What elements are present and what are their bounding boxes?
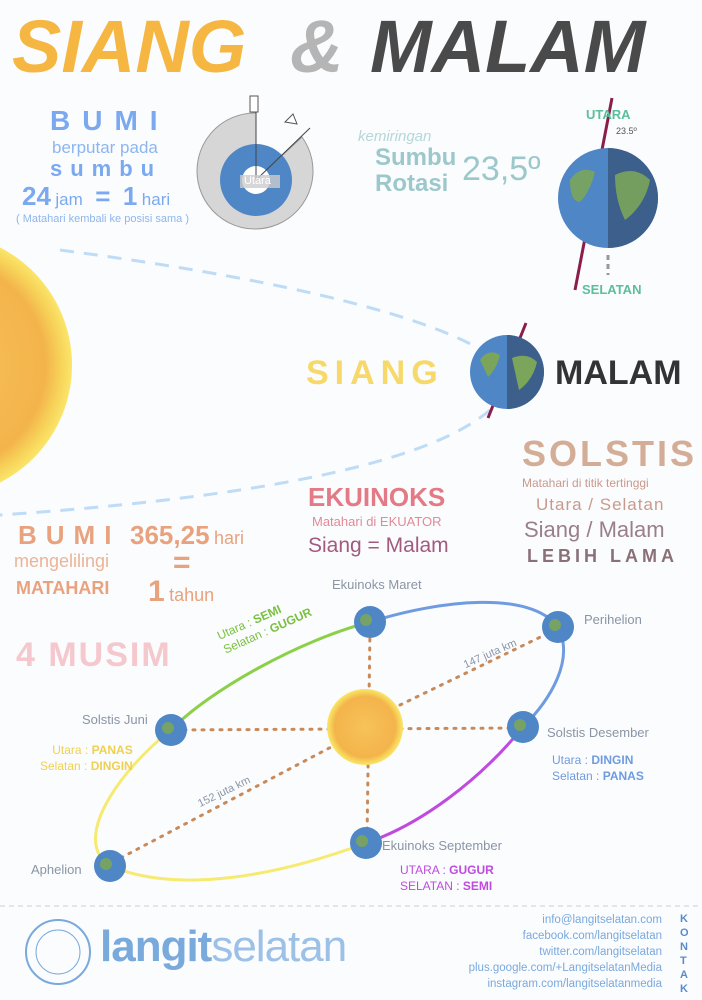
tilt-utara: UTARA <box>586 107 631 122</box>
tilt-kemiringan: kemiringan <box>358 128 432 145</box>
orbit-segment-winter <box>94 728 367 882</box>
tilt-rotasi: Rotasi <box>375 170 449 197</box>
musim-title: 4 MUSIM <box>16 636 172 674</box>
brand-logo[interactable]: langitselatan <box>100 922 347 972</box>
label: Utara : <box>52 743 89 757</box>
rotation-diagram <box>196 95 314 230</box>
solstis-line4: LEBIH LAMA <box>527 546 678 566</box>
rotation-text: berputar pada <box>52 138 158 157</box>
label: Utara : <box>552 753 589 767</box>
value: PANAS <box>91 743 133 757</box>
seasons-september: UTARA : GUGUR SELATAN : SEMI <box>400 862 494 894</box>
label-perihelion: Perihelion <box>584 612 642 627</box>
label-malam: MALAM <box>555 354 682 392</box>
value: SEMI <box>462 879 493 893</box>
logo-seal <box>25 919 91 985</box>
days-unit: hari <box>213 528 244 548</box>
ekuinoks-title: EKUINOKS <box>308 482 446 512</box>
link-instagram[interactable]: instagram.com/langitselatanmedia <box>487 978 662 990</box>
label: SELATAN : <box>400 879 460 893</box>
hours-value: 24 <box>22 181 51 211</box>
tilt-angle: 23.5º <box>616 126 637 136</box>
value: DINGIN <box>591 753 634 767</box>
title-malam: MALAM <box>370 5 646 88</box>
ekuinoks-line1: Matahari di EKUATOR <box>312 514 442 529</box>
link-twitter[interactable]: twitter.com/langitselatan <box>539 946 662 958</box>
link-googleplus[interactable]: plus.google.com/+LangitselatanMedia <box>468 962 662 974</box>
link-email[interactable]: info@langitselatan.com <box>542 914 662 926</box>
revolution-bumi: BUMI <box>18 520 121 550</box>
label: Selatan : <box>552 769 600 783</box>
rotation-equation: 24 jam = 1 hari <box>22 181 170 216</box>
orbit-segment-autumn <box>365 726 525 845</box>
rotation-sumbu: sumbu <box>50 156 163 181</box>
solstis-line1: Matahari di titik tertinggi <box>522 476 649 490</box>
label: Selatan : <box>40 759 88 773</box>
tilt-sumbu: Sumbu <box>375 144 457 171</box>
earth-day-night <box>470 322 544 419</box>
tilt-value: 23,5º <box>462 150 541 188</box>
label: UTARA : <box>400 863 446 877</box>
seasons-juni: Utara : PANAS Selatan : DINGIN <box>40 742 133 774</box>
diagram-label-utara: Utara <box>244 175 271 187</box>
solstis-line3: Siang / Malam <box>524 517 665 542</box>
years-value: 1 <box>148 575 165 608</box>
link-facebook[interactable]: facebook.com/langitselatan <box>522 930 662 942</box>
label-ekuinoks-maret: Ekuinoks Maret <box>332 577 422 592</box>
years-unit: tahun <box>169 585 215 605</box>
solstis-line2: Utara / Selatan <box>536 495 665 514</box>
revolution-matahari: MATAHARI <box>16 578 110 598</box>
seasons-desember: Utara : DINGIN Selatan : PANAS <box>552 752 644 784</box>
title-siang: SIANG <box>12 5 247 88</box>
sun-large <box>0 247 72 483</box>
title-ampersand: & <box>290 5 344 88</box>
days-value: 1 <box>122 181 138 211</box>
value: DINGIN <box>90 759 133 773</box>
revolution-text: mengelilingi <box>14 551 110 571</box>
label-solstis-desember: Solstis Desember <box>547 725 649 740</box>
value: PANAS <box>602 769 644 783</box>
tilt-selatan: SELATAN <box>582 282 642 297</box>
revolution-equals: = <box>173 546 191 579</box>
rotation-note: ( Matahari kembali ke posisi sama ) <box>16 213 190 225</box>
contact-links: info@langitselatan.com facebook.com/lang… <box>469 912 662 992</box>
kontak-label: KONTAK <box>680 913 689 995</box>
days-unit: hari <box>141 190 171 209</box>
sun-center <box>327 689 403 765</box>
label-siang: SIANG <box>306 354 444 392</box>
earth-tilted <box>558 97 658 291</box>
orbit-path-dashed <box>0 248 491 517</box>
hours-unit: jam <box>55 190 83 209</box>
solstis-title: SOLSTIS <box>522 433 698 474</box>
equals: = <box>95 181 111 211</box>
ekuinoks-line2: Siang = Malam <box>308 534 449 557</box>
label-ekuinoks-september: Ekuinoks September <box>382 838 502 853</box>
label-aphelion: Aphelion <box>31 862 82 877</box>
brand-light: selatan <box>211 922 347 971</box>
revolution-years: 1 tahun <box>148 576 214 613</box>
value: GUGUR <box>449 863 494 877</box>
days-value: 365,25 <box>130 520 210 550</box>
brand-bold: langit <box>100 922 212 971</box>
orbit-segment-spring <box>169 620 371 732</box>
rotation-bumi: BUMI <box>50 105 170 136</box>
revolution-days: 365,25 hari <box>130 520 244 555</box>
label-solstis-juni: Solstis Juni <box>82 712 148 727</box>
